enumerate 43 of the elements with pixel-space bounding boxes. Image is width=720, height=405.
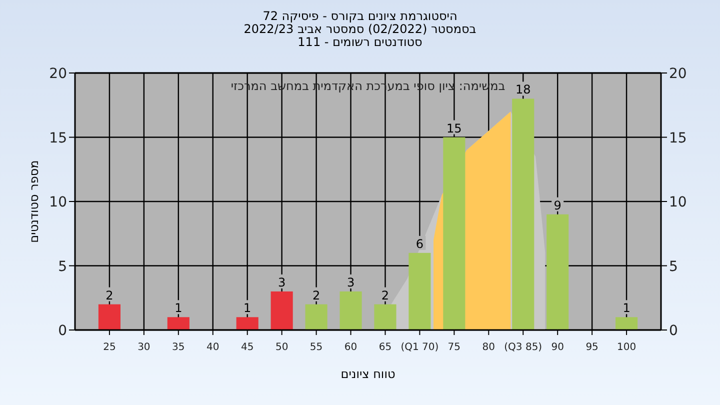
x-tick-label: 90: [551, 342, 564, 353]
y2-tick-label: 10: [669, 194, 687, 210]
x-tick-label: 30: [138, 342, 150, 353]
y2-tick-label: 20: [669, 66, 687, 82]
x-tick-label: 100: [616, 342, 636, 353]
data-label: 3: [346, 275, 355, 290]
data-label: 1: [622, 301, 630, 316]
x-tick-label: 25: [103, 342, 116, 353]
x-tick-label: 40: [206, 342, 220, 353]
x-tick-label: (Q3 85): [504, 342, 542, 353]
x-tick-label: (Q1 70): [400, 342, 439, 353]
subtitle: סטודנטים רשומים - 111: [298, 35, 422, 49]
x-tick-label: 55: [310, 342, 323, 353]
x-tick-label: 80: [482, 342, 496, 353]
x-tick-label: 95: [586, 342, 598, 353]
data-label: 1: [174, 301, 182, 316]
x-tick-label: 60: [344, 342, 358, 353]
data-label: 15: [446, 121, 462, 136]
x-axis-title: טווח ציונים: [340, 367, 396, 381]
y2-tick-label: 5: [669, 258, 678, 275]
data-label: 2: [312, 288, 320, 302]
data-label: 1: [244, 301, 252, 316]
subtitle: בסמסטר (02/2022) סמסטר אביב 2022/23: [244, 22, 476, 36]
data-label: 18: [515, 82, 531, 97]
title: היסטוגרמת ציונים בקורס - פיסיקה 72: [262, 9, 458, 23]
y-tick-label: 5: [58, 258, 67, 275]
x-tick-label: 50: [275, 342, 288, 353]
y-tick-label: 0: [58, 323, 67, 339]
x-tick-label: 45: [240, 342, 254, 353]
data-label: 3: [278, 275, 286, 290]
y-tick-label: 20: [49, 66, 67, 82]
y2-tick-label: 0: [669, 323, 678, 339]
x-tick-label: 35: [172, 342, 185, 353]
y-tick-label: 15: [49, 130, 67, 146]
x-tick-label: 75: [448, 342, 461, 353]
y2-tick-label: 15: [669, 130, 687, 146]
data-label: 2: [106, 288, 114, 302]
data-label: 2: [381, 288, 390, 302]
data-label: 9: [554, 198, 562, 212]
y-axis-title: מספר סטודנטים: [27, 160, 41, 243]
x-tick-label: 65: [378, 342, 392, 353]
y-tick-label: 10: [49, 194, 67, 210]
data-label: 6: [416, 236, 424, 251]
